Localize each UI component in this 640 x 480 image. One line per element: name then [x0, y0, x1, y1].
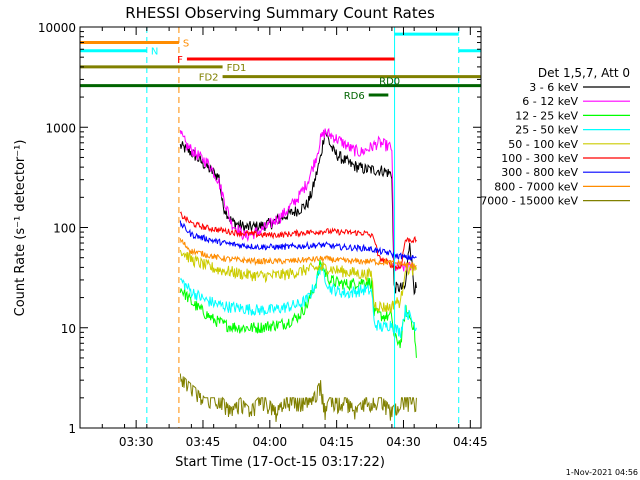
- legend-label-300-800-kev: 300 - 800 keV: [501, 166, 578, 179]
- x-axis-ticks: 03:30 03:45 04:00 04:15 04:30 04:45: [101, 27, 488, 449]
- x-tick-label: 04:15: [319, 435, 354, 449]
- status-bar-label-rd6: RD6: [344, 91, 365, 102]
- series-line-7000-15000-kev: [179, 373, 417, 422]
- status-bar-label-fd2: FD2: [199, 73, 219, 84]
- x-tick-label: 04:30: [386, 435, 421, 449]
- legend-label-7000-15000-kev: 7000 - 15000 keV: [480, 195, 578, 208]
- status-bars-layer: S N F FD1 FD2 RD0 RD6: [80, 32, 481, 102]
- vertical-lines-layer: [146, 27, 460, 428]
- status-bar-label-f: F: [177, 55, 183, 66]
- legend-label-800-7000-kev: 800 - 7000 keV: [494, 180, 578, 193]
- series-line-50-100-kev: [179, 249, 417, 313]
- legend-title: Det 1,5,7, Att 0: [538, 66, 630, 80]
- status-bar-label-s: S: [183, 39, 189, 50]
- legend-label-100-300-kev: 100 - 300 keV: [501, 152, 578, 165]
- y-tick-label: 10: [61, 322, 76, 336]
- legend-label-25-50-kev: 25 - 50 keV: [515, 124, 578, 137]
- footer-timestamp: 1-Nov-2021 04:56: [566, 468, 638, 477]
- x-axis-label: Start Time (17-Oct-15 03:17:22): [175, 455, 385, 470]
- y-axis-label: Count Rate (s⁻¹ detector⁻¹): [13, 140, 28, 317]
- series-layer: [179, 127, 417, 422]
- legend-label-3-6-kev: 3 - 6 keV: [529, 81, 578, 94]
- series-line-25-50-kev: [179, 263, 417, 339]
- y-axis-ticks: 1 10 100 1000 10000: [38, 21, 481, 436]
- legend-label-12-25-kev: 12 - 25 keV: [515, 109, 578, 122]
- y-tick-label: 1000: [45, 121, 76, 135]
- legend-label-6-12-kev: 6 - 12 keV: [522, 95, 578, 108]
- series-line-12-25-kev: [179, 259, 417, 358]
- x-tick-label: 04:00: [253, 435, 288, 449]
- chart-title: RHESSI Observing Summary Count Rates: [125, 4, 435, 22]
- series-line-6-12-kev: [179, 127, 417, 273]
- status-bar-label-rd0: RD0: [379, 77, 400, 88]
- series-line-800-7000-kev: [179, 238, 417, 270]
- x-tick-label: 03:30: [119, 435, 154, 449]
- y-tick-label: 1: [68, 422, 76, 436]
- x-tick-label: 04:45: [453, 435, 488, 449]
- status-bar-label-n: N: [151, 47, 158, 58]
- legend-label-50-100-kev: 50 - 100 keV: [508, 138, 578, 151]
- status-bar-label-fd1: FD1: [227, 63, 247, 74]
- y-tick-label: 10000: [38, 21, 76, 35]
- x-tick-label: 03:45: [186, 435, 221, 449]
- y-tick-label: 100: [53, 222, 76, 236]
- series-line-300-800-kev: [179, 220, 417, 262]
